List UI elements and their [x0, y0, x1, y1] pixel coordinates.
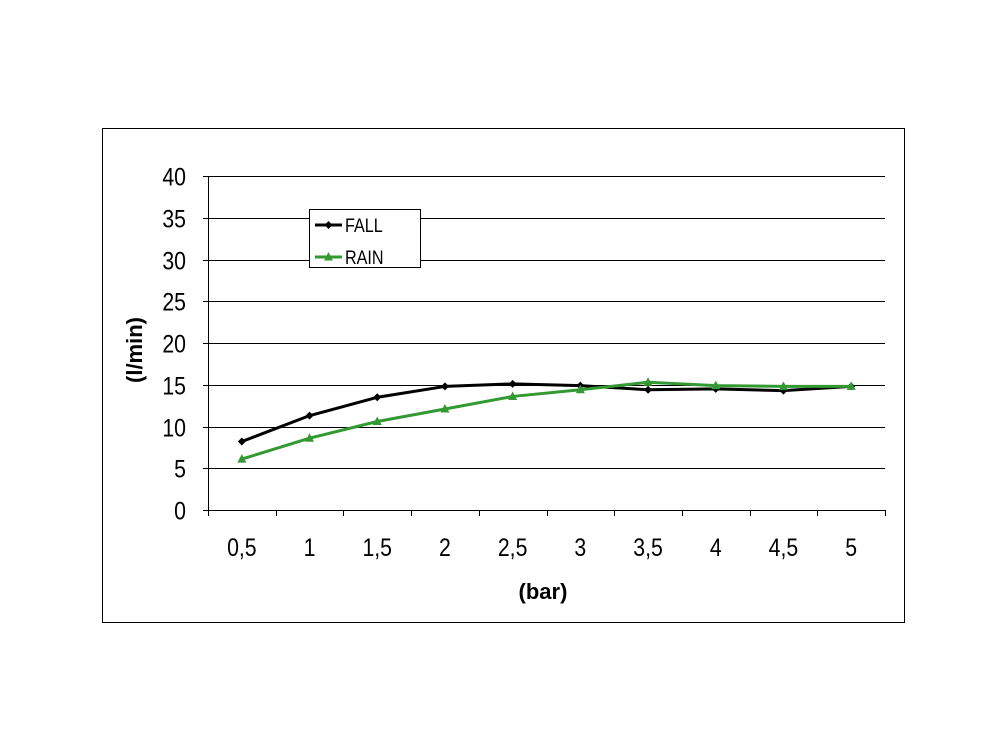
data-point-rain: [372, 416, 382, 425]
legend-marker-fall: [324, 221, 333, 229]
x-tick-label: 0,5: [227, 533, 257, 561]
y-tick-label: 40: [162, 163, 186, 191]
data-point-rain: [440, 403, 450, 413]
data-point-rain: [846, 381, 856, 390]
data-point-fall: [440, 382, 449, 391]
data-point-fall: [508, 379, 517, 388]
y-tick-label: 20: [162, 330, 186, 358]
chart-frame: [102, 128, 905, 623]
x-tick-label: 4,5: [769, 533, 799, 561]
data-point-fall: [237, 437, 246, 446]
x-tick-label: 2,5: [498, 533, 528, 561]
x-tick-label: 4: [710, 533, 722, 561]
y-tick-label: 25: [162, 288, 186, 316]
y-tick-label: 30: [162, 247, 186, 275]
x-tick-label: 3: [574, 533, 586, 561]
x-tick-label: 2: [439, 533, 451, 561]
y-tick-label: 35: [162, 205, 186, 233]
data-point-fall: [644, 385, 653, 394]
legend-marker-rain: [324, 252, 333, 261]
x-tick-label: 1,5: [362, 533, 392, 561]
x-tick-label: 3,5: [633, 533, 663, 561]
data-point-rain: [643, 377, 653, 386]
data-point-fall: [305, 411, 314, 420]
y-tick-label: 5: [174, 455, 186, 483]
data-point-rain: [508, 391, 518, 400]
data-point-rain: [778, 381, 788, 390]
data-point-rain: [575, 384, 585, 394]
y-tick-label: 0: [174, 497, 186, 525]
x-tick-label: 1: [304, 533, 316, 561]
x-axis-label: (bar): [519, 579, 568, 604]
x-tick-label: 5: [845, 533, 857, 561]
data-point-rain: [237, 454, 247, 463]
y-tick-label: 15: [162, 372, 186, 400]
data-point-rain: [711, 380, 721, 390]
legend-label-fall: FALL: [345, 215, 383, 237]
series-line-rain: [241, 380, 852, 461]
data-point-fall: [373, 393, 382, 402]
y-tick-label: 10: [162, 414, 186, 442]
y-axis-label: (l/min): [122, 317, 147, 383]
data-point-rain: [305, 433, 315, 442]
series-line-fall: [241, 382, 852, 443]
legend: FALL RAIN: [309, 209, 421, 269]
legend-label-rain: RAIN: [345, 247, 384, 269]
